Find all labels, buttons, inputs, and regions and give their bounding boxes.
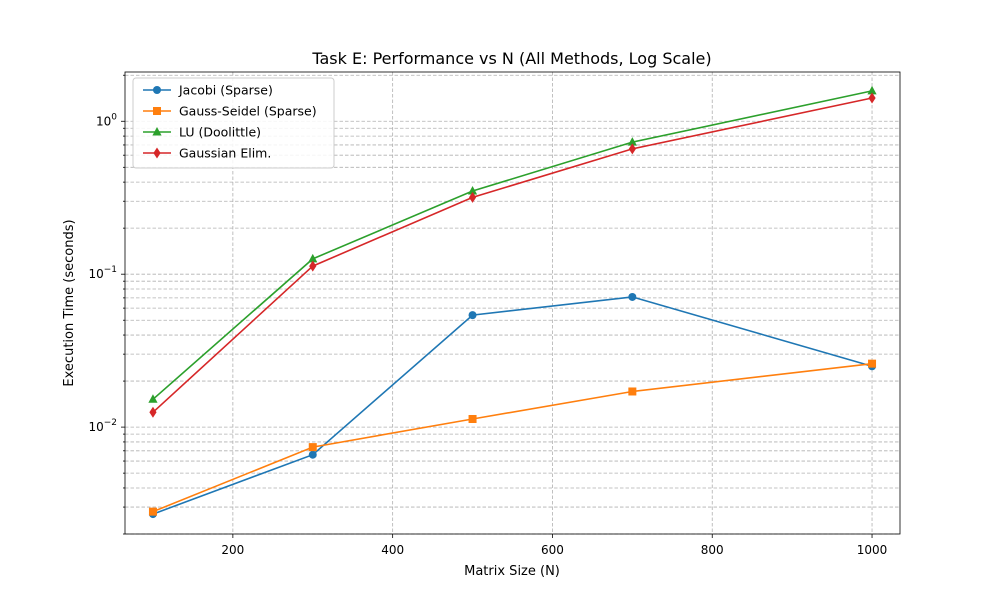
- data-point: [868, 359, 877, 368]
- data-point: [467, 185, 478, 195]
- y-tick-label: 10−1: [88, 265, 117, 281]
- x-axis-label: Matrix Size (N): [464, 564, 560, 579]
- series-line: [152, 362, 873, 513]
- data-point: [867, 85, 877, 95]
- data-point: [628, 387, 637, 396]
- legend-item: Gauss-Seidel (Sparse): [143, 104, 317, 119]
- x-tick-label: 400: [381, 543, 404, 557]
- x-tick-label: 600: [541, 543, 564, 557]
- legend-label: Gauss-Seidel (Sparse): [179, 104, 317, 119]
- legend-label: LU (Doolittle): [179, 125, 261, 140]
- data-point: [628, 143, 636, 155]
- legend-marker: [153, 107, 161, 115]
- axes: 200 400 600 800 1000 10−2 10−1 100: [88, 71, 901, 557]
- data-point: [468, 191, 477, 203]
- y-tick-label: 100: [96, 112, 117, 128]
- legend-box: [132, 77, 335, 169]
- data-point: [148, 394, 158, 403]
- y-axis-label: Execution Time (seconds): [62, 219, 77, 386]
- x-tick-label: 200: [221, 543, 244, 557]
- legend-item: Gaussian Elim.: [143, 146, 271, 161]
- data-point: [628, 292, 637, 301]
- x-tick-label: 800: [701, 543, 724, 557]
- legend-marker: [153, 86, 161, 94]
- legend-marker: [152, 127, 162, 136]
- plot-frame: [124, 71, 901, 535]
- data-point: [308, 253, 318, 263]
- data-point: [308, 443, 317, 452]
- series-1: [148, 359, 877, 516]
- series-line: [152, 296, 873, 515]
- series-0: [148, 292, 877, 519]
- data-point: [468, 311, 477, 320]
- x-tick-label: 1000: [857, 543, 888, 557]
- series-2: [148, 85, 877, 403]
- legend: Jacobi (Sparse) Gauss-Seidel (Sparse) LU (…: [132, 77, 335, 169]
- legend-item: LU (Doolittle): [143, 125, 261, 140]
- legend-item: Jacobi (Sparse): [143, 83, 273, 98]
- data-point: [468, 414, 477, 423]
- series-group: [148, 85, 877, 519]
- legend-label: Gaussian Elim.: [179, 146, 271, 161]
- series-3: [149, 92, 876, 418]
- data-point: [627, 137, 637, 146]
- data-point: [148, 507, 157, 516]
- y-tick-label: 10−2: [88, 418, 117, 434]
- legend-marker: [153, 147, 161, 159]
- data-point: [149, 406, 157, 418]
- data-point: [868, 92, 876, 104]
- data-point: [309, 260, 317, 272]
- data-point: [308, 450, 317, 459]
- chart-title: Task E: Performance vs N (All Methods, L…: [311, 49, 711, 68]
- legend-label: Jacobi (Sparse): [178, 83, 273, 98]
